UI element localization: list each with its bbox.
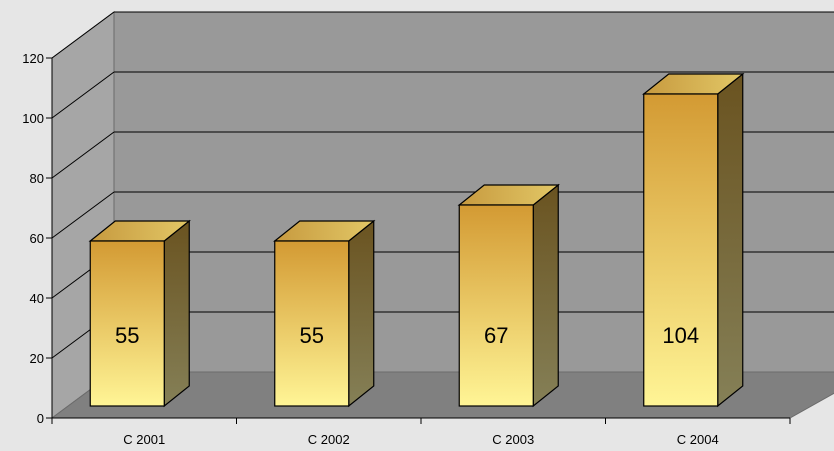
x-tick-label: C 2002	[308, 432, 350, 447]
data-label: 55	[300, 323, 324, 348]
labels: 0 20 40 60 80 100 120 55 C 2001 55 C 2002 67 C 2003 1…	[22, 51, 718, 447]
data-label: 67	[484, 323, 508, 348]
bar-front-face	[274, 240, 350, 407]
x-tick-label: C 2004	[677, 432, 719, 447]
gridline-side	[51, 191, 115, 239]
y-tick-label: 100	[22, 111, 44, 126]
x-tick-label: C 2001	[123, 432, 165, 447]
bar-side-face	[348, 219, 375, 408]
bar	[642, 72, 745, 408]
y-tick-label: 0	[37, 411, 44, 426]
data-label: 104	[662, 323, 699, 348]
bar	[457, 183, 560, 408]
bar-side-face	[532, 183, 559, 408]
y-tick-label: 20	[30, 351, 44, 366]
y-tick-label: 120	[22, 51, 44, 66]
bar-side-face	[717, 72, 744, 408]
bar-side-face	[163, 219, 190, 408]
bar-front-face	[458, 204, 534, 407]
y-tick-label: 60	[30, 231, 44, 246]
gridline-side	[51, 71, 115, 119]
gridline-side	[51, 131, 115, 179]
x-tick-label: C 2003	[492, 432, 534, 447]
y-tick-label: 40	[30, 291, 44, 306]
bar-front-face	[89, 240, 165, 407]
y-tick-label: 80	[30, 171, 44, 186]
bars	[88, 72, 745, 408]
data-label: 55	[115, 323, 139, 348]
gridline-side	[51, 11, 115, 59]
bar-front-face	[643, 93, 719, 407]
axes	[46, 57, 791, 424]
bar	[273, 219, 376, 408]
bar	[88, 219, 191, 408]
